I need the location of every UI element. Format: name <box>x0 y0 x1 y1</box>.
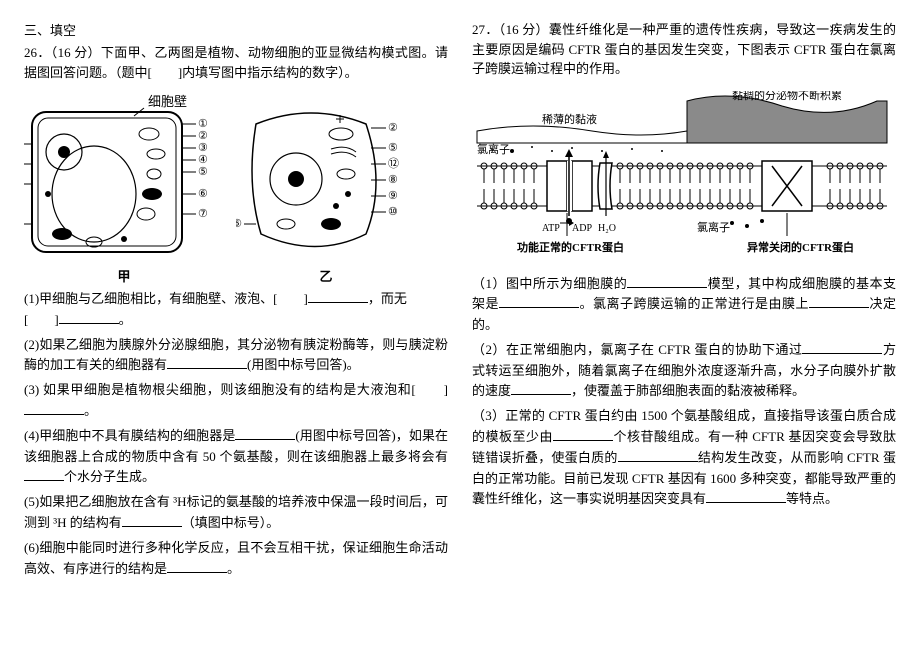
q27-2: （2）在正常细胞内，氯离子在 CFTR 蛋白的协助下通过方式转运至细胞外，随着氯… <box>472 340 896 402</box>
svg-text:ADP: ADP <box>572 223 592 234</box>
q26-6b: 。 <box>227 561 240 576</box>
svg-text:⑥: ⑥ <box>198 188 208 200</box>
blank[interactable] <box>627 275 707 288</box>
svg-text:ATP: ATP <box>542 223 560 234</box>
left-column: 三、填空 26．（16 分）下面甲、乙两图是植物、动物细胞的亚显微结构模式图。请… <box>24 20 448 631</box>
svg-text:功能正常的CFTR蛋白: 功能正常的CFTR蛋白 <box>517 240 624 254</box>
q27-1a: （1）图中所示为细胞膜的 <box>472 276 627 291</box>
blank[interactable] <box>167 356 247 369</box>
svg-text:黏稠的分泌物不断积累: 黏稠的分泌物不断积累 <box>732 91 842 102</box>
q26-2b: (用图中标号回答)。 <box>247 357 360 372</box>
label-cell-wall: 细胞壁 <box>148 94 187 109</box>
cap-plant: 甲 <box>117 266 130 285</box>
blank[interactable] <box>235 427 295 440</box>
figure26-plant: 细胞壁 ① ② ③ ④ ⑤ ⑥ ⑦ ⑧ ⑨ ⑩ ⑪ <box>24 94 224 285</box>
svg-text:异常关闭的CFTR蛋白: 异常关闭的CFTR蛋白 <box>747 240 854 254</box>
blank[interactable] <box>308 290 368 303</box>
blank[interactable] <box>706 490 786 503</box>
plant-cell-svg: 细胞壁 ① ② ③ ④ ⑤ ⑥ ⑦ ⑧ ⑨ ⑩ ⑪ <box>24 94 224 264</box>
q26-3: (3) 如果甲细胞是植物根尖细胞，则该细胞没有的结构是大液泡和[ ] 。 <box>24 380 448 422</box>
svg-text:③: ③ <box>198 142 208 154</box>
blank[interactable] <box>802 341 882 354</box>
animal-cell-svg: ② ⑤ ⑫ ⑧ ⑨ ⑩ ⑥ <box>236 94 416 264</box>
q27-3: （3）正常的 CFTR 蛋白约由 1500 个氨基酸组成，直接指导该蛋白质合成的… <box>472 406 896 510</box>
blank[interactable] <box>618 449 698 462</box>
q27-1: （1）图中所示为细胞膜的模型，其中构成细胞膜的基本支架是。氯离子跨膜运输的正常进… <box>472 274 896 336</box>
q26-1b: ，而无 <box>368 291 407 306</box>
blank[interactable] <box>511 382 571 395</box>
membrane-svg: 黏稠的分泌物不断积累 稀薄的黏液 <box>472 91 892 266</box>
q27-header: 27．（16 分）囊性纤维化是一种严重的遗传性疾病，导致这一疾病发生的主要原因是… <box>472 20 896 79</box>
svg-text:⑫: ⑫ <box>388 157 399 170</box>
q27-3d: 等特点。 <box>786 491 838 506</box>
q26-header: 26．（16 分）下面甲、乙两图是植物、动物细胞的亚显微结构模式图。请据图回答问… <box>24 43 448 82</box>
q26-3b: 。 <box>84 403 97 418</box>
svg-text:⑤: ⑤ <box>388 142 398 154</box>
figure27: 黏稠的分泌物不断积累 稀薄的黏液 <box>472 91 896 266</box>
svg-text:①: ① <box>198 118 208 130</box>
figure26: 细胞壁 ① ② ③ ④ ⑤ ⑥ ⑦ ⑧ ⑨ ⑩ ⑪ <box>24 94 448 285</box>
blank[interactable] <box>553 428 613 441</box>
blank[interactable] <box>24 402 84 415</box>
q26-1a: (1)甲细胞与乙细胞相比，有细胞壁、液泡、[ ] <box>24 291 308 306</box>
blank[interactable] <box>122 514 182 527</box>
q26-4a: (4)甲细胞中不具有膜结构的细胞器是 <box>24 428 235 443</box>
svg-text:⑧: ⑧ <box>388 174 398 186</box>
q27-1c: 。氯离子跨膜运输的正常进行是由膜上 <box>579 296 809 311</box>
q26-3a: (3) 如果甲细胞是植物根尖细胞，则该细胞没有的结构是大液泡和[ ] <box>24 382 448 397</box>
cap-animal: 乙 <box>319 266 332 285</box>
q26-1d: 。 <box>119 312 132 327</box>
svg-text:氯离子: 氯离子 <box>477 142 510 156</box>
blank[interactable] <box>59 311 119 324</box>
figure26-animal: ② ⑤ ⑫ ⑧ ⑨ ⑩ ⑥ 乙 <box>236 94 416 285</box>
q26-1c: [ ] <box>24 312 59 327</box>
q26-2: (2)如果乙细胞为胰腺外分泌腺细胞，其分泌物有胰淀粉酶等，则与胰淀粉酶的加工有关… <box>24 335 448 377</box>
svg-text:⑥: ⑥ <box>236 218 242 230</box>
svg-text:稀薄的黏液: 稀薄的黏液 <box>542 112 597 126</box>
q26-1: (1)甲细胞与乙细胞相比，有细胞壁、液泡、[ ] ，而无 [ ] 。 <box>24 289 448 331</box>
q26-4c: 个水分子生成。 <box>64 469 155 484</box>
q26-5: (5)如果把乙细胞放在含有 ³H标记的氨基酸的培养液中保温一段时间后，可测到 ³… <box>24 492 448 534</box>
blank[interactable] <box>24 468 64 481</box>
svg-text:氯离子: 氯离子 <box>697 220 730 234</box>
blank[interactable] <box>499 295 579 308</box>
svg-text:⑤: ⑤ <box>198 166 208 178</box>
svg-text:②: ② <box>198 130 208 142</box>
svg-text:H₂O: H₂O <box>598 223 616 234</box>
q27-2a: （2）在正常细胞内，氯离子在 CFTR 蛋白的协助下通过 <box>472 342 802 357</box>
svg-text:⑦: ⑦ <box>198 208 208 220</box>
svg-text:④: ④ <box>198 154 208 166</box>
svg-text:⑩: ⑩ <box>388 206 398 218</box>
section-title: 三、填空 <box>24 20 448 39</box>
svg-text:②: ② <box>388 122 398 134</box>
q27-2c: ，使覆盖于肺部细胞表面的黏液被稀释。 <box>571 383 805 398</box>
svg-text:⑨: ⑨ <box>388 190 398 202</box>
blank[interactable] <box>809 295 869 308</box>
blank[interactable] <box>167 560 227 573</box>
q26-5b: （填图中标号）。 <box>182 515 280 530</box>
q26-6: (6)细胞中能同时进行多种化学反应，且不会互相干扰，保证细胞生命活动高效、有序进… <box>24 538 448 580</box>
q26-4: (4)甲细胞中不具有膜结构的细胞器是(用图中标号回答)，如果在该细胞器上合成的物… <box>24 426 448 488</box>
right-column: 27．（16 分）囊性纤维化是一种严重的遗传性疾病，导致这一疾病发生的主要原因是… <box>472 20 896 631</box>
